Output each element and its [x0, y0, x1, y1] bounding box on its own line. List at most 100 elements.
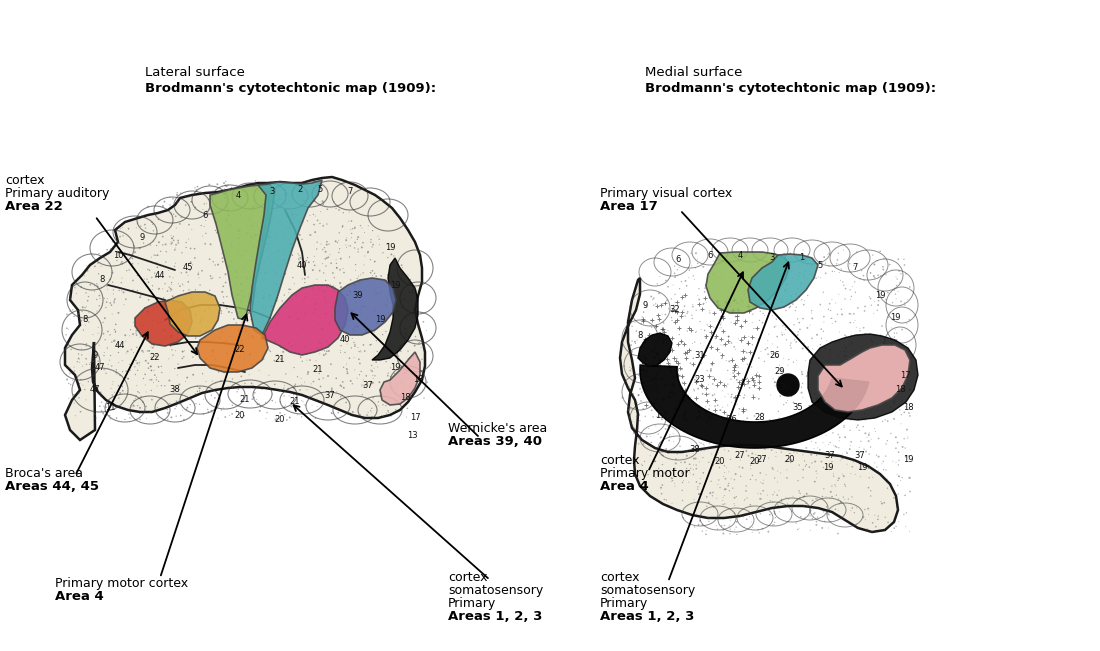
Point — [886, 397, 903, 408]
Point — [309, 284, 327, 295]
Point — [817, 336, 835, 346]
Point — [683, 260, 701, 271]
Point — [879, 483, 896, 493]
Point — [836, 432, 854, 443]
Point — [415, 316, 432, 327]
Point — [782, 457, 800, 467]
Point — [783, 455, 801, 465]
Point — [845, 456, 862, 467]
Point — [298, 355, 316, 365]
Text: 20: 20 — [750, 458, 760, 467]
Point — [811, 357, 828, 368]
Point — [784, 357, 802, 367]
Point — [807, 519, 825, 530]
Point — [876, 525, 893, 536]
Point — [660, 362, 678, 372]
Point — [386, 368, 404, 379]
Point — [662, 365, 680, 376]
Point — [702, 419, 719, 430]
Point — [290, 251, 308, 261]
Point — [216, 184, 233, 195]
Text: 32: 32 — [670, 305, 680, 314]
Point — [131, 243, 149, 253]
Point — [399, 270, 417, 280]
Point — [409, 306, 427, 316]
Point — [638, 432, 656, 442]
Point — [248, 395, 265, 405]
Point — [79, 266, 97, 276]
Point — [653, 299, 671, 309]
Point — [131, 332, 149, 342]
Point — [739, 301, 757, 311]
Text: Area 4: Area 4 — [600, 480, 649, 493]
Point — [821, 261, 838, 271]
Point — [714, 419, 732, 430]
Point — [196, 199, 213, 209]
Point — [243, 203, 261, 214]
Point — [168, 334, 186, 344]
Point — [128, 326, 145, 336]
Point — [270, 246, 287, 256]
Point — [615, 361, 632, 372]
Point — [98, 245, 116, 255]
Point — [387, 292, 405, 302]
Point — [769, 500, 786, 510]
Point — [157, 247, 175, 257]
Point — [144, 281, 162, 291]
Point — [682, 358, 700, 368]
Point — [667, 458, 684, 469]
Point — [771, 425, 789, 436]
Point — [121, 331, 139, 341]
Point — [324, 268, 342, 278]
Point — [144, 342, 162, 353]
Point — [126, 393, 144, 404]
Point — [669, 357, 686, 368]
Point — [141, 303, 158, 314]
Text: 9: 9 — [642, 301, 648, 309]
Point — [229, 387, 246, 397]
Point — [82, 357, 100, 368]
Point — [62, 306, 79, 316]
Point — [268, 237, 286, 247]
Point — [128, 223, 145, 233]
Point — [315, 197, 332, 207]
Point — [358, 327, 375, 337]
Point — [95, 329, 112, 339]
Point — [101, 355, 119, 365]
Point — [273, 272, 290, 283]
Point — [172, 188, 189, 199]
Point — [129, 365, 146, 376]
Point — [710, 299, 727, 309]
Point — [679, 308, 696, 318]
Point — [323, 408, 341, 419]
Point — [299, 367, 317, 378]
Point — [901, 384, 918, 395]
Point — [374, 329, 392, 340]
Point — [182, 257, 199, 268]
Point — [715, 380, 733, 390]
Point — [378, 239, 396, 249]
Point — [285, 383, 303, 393]
Point — [162, 192, 179, 202]
Point — [331, 278, 349, 288]
Point — [177, 200, 195, 210]
Point — [691, 299, 708, 310]
Point — [256, 223, 274, 233]
Point — [640, 464, 658, 475]
Point — [255, 353, 273, 364]
Point — [722, 432, 739, 443]
Point — [407, 308, 425, 318]
Point — [121, 365, 139, 376]
Point — [285, 212, 303, 223]
Point — [800, 370, 817, 380]
Point — [860, 430, 878, 441]
Point — [379, 370, 397, 381]
Point — [900, 473, 917, 483]
Point — [155, 293, 173, 303]
Point — [836, 494, 854, 505]
Point — [883, 264, 901, 275]
Point — [749, 253, 767, 264]
Point — [652, 488, 670, 499]
Point — [280, 412, 298, 422]
Point — [131, 357, 149, 368]
